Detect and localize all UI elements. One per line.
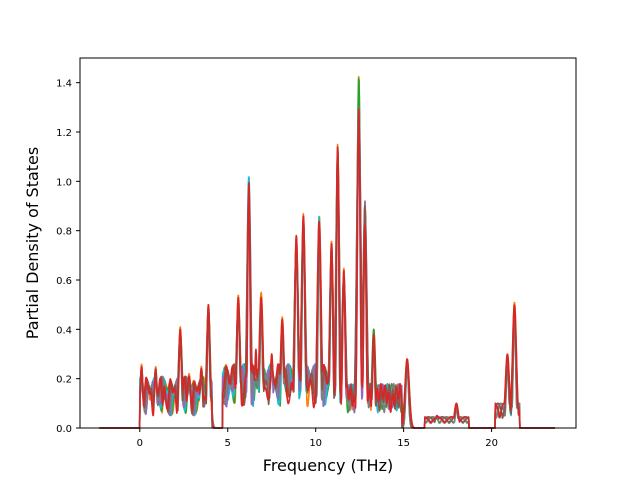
x-axis-ticks: 0 5 10 15 20 [137, 428, 498, 449]
y-tick-label: 1.2 [56, 128, 72, 139]
x-axis-label: Frequency (THz) [263, 456, 393, 475]
y-tick-label: 1.4 [56, 79, 72, 90]
x-tick-label: 15 [397, 438, 410, 449]
plot-frame [79, 57, 577, 429]
y-tick-label: 0.4 [56, 325, 72, 336]
y-tick-label: 0.0 [56, 424, 72, 435]
x-tick-label: 10 [309, 438, 322, 449]
x-tick-label: 0 [137, 438, 143, 449]
y-axis-label: Partial Density of States [23, 147, 42, 339]
y-tick-label: 0.8 [56, 227, 72, 238]
x-tick-label: 5 [225, 438, 231, 449]
x-tick-label: 20 [485, 438, 498, 449]
y-axis-ticks: 0.0 0.2 0.4 0.6 0.8 1.0 1.2 1.4 [56, 79, 80, 435]
y-tick-label: 1.0 [56, 177, 72, 188]
y-tick-label: 0.6 [56, 276, 72, 287]
y-tick-label: 0.2 [56, 375, 72, 386]
